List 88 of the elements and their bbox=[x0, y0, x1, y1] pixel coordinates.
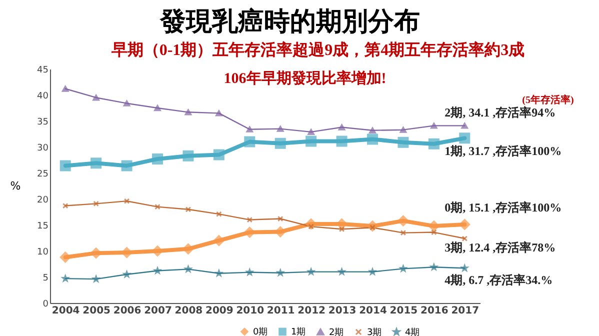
y-tick-label: 40 bbox=[37, 92, 49, 102]
y-tick-label: 5 bbox=[42, 274, 48, 284]
annotation: 2期, 34.1 ,存活率94% bbox=[444, 106, 556, 120]
x-tick-label: 2010 bbox=[236, 306, 264, 316]
annotation: 4期, 6.7 ,存活率34.% bbox=[444, 273, 553, 288]
x-tick-label: 2015 bbox=[390, 306, 418, 316]
point bbox=[62, 86, 69, 92]
y-axis-title: % bbox=[10, 180, 21, 192]
legend-label: 2期 bbox=[329, 326, 344, 336]
point bbox=[338, 268, 346, 275]
x-tick-label: 2011 bbox=[266, 306, 295, 316]
x-tick-label: 2017 bbox=[451, 306, 480, 316]
point bbox=[338, 124, 346, 130]
x-tick-label: 2005 bbox=[82, 306, 111, 316]
point bbox=[431, 229, 437, 236]
point bbox=[60, 160, 71, 172]
point bbox=[244, 226, 256, 238]
annotation: 1期, 31.7 ,存活率100% bbox=[444, 144, 562, 158]
point bbox=[459, 132, 470, 144]
point bbox=[277, 216, 284, 222]
point bbox=[367, 134, 378, 145]
point bbox=[123, 270, 130, 278]
point bbox=[428, 220, 440, 232]
point bbox=[244, 136, 256, 148]
point bbox=[213, 235, 224, 246]
y-tick-label: 0 bbox=[42, 300, 49, 310]
point bbox=[93, 200, 99, 207]
x-tick-label: 2012 bbox=[298, 306, 326, 316]
point bbox=[246, 216, 253, 223]
y-tick-label: 35 bbox=[37, 118, 48, 128]
point bbox=[306, 136, 317, 147]
legend-label: 3期 bbox=[367, 326, 382, 336]
point bbox=[216, 211, 222, 217]
point bbox=[400, 230, 406, 236]
point bbox=[430, 122, 438, 129]
point bbox=[246, 126, 254, 132]
point bbox=[215, 110, 222, 116]
point bbox=[90, 158, 102, 169]
legend-label: 4期 bbox=[405, 326, 420, 336]
point bbox=[154, 104, 161, 112]
point bbox=[152, 153, 163, 164]
point bbox=[369, 127, 376, 134]
chart-subtitle: 早期（0-1期）五年存活率超過9成，第4期五年存活率約3成 bbox=[110, 40, 525, 59]
x-tick-label: 2016 bbox=[420, 306, 448, 316]
point bbox=[338, 226, 345, 232]
point bbox=[213, 149, 224, 160]
point bbox=[182, 243, 194, 254]
point bbox=[121, 160, 132, 172]
point bbox=[461, 122, 468, 129]
point bbox=[276, 126, 284, 132]
annotation: 3期, 12.4 ,存活率78% bbox=[444, 240, 556, 255]
y-tick-label: 25 bbox=[37, 170, 48, 180]
chart-title: 發現乳癌時的期別分布 bbox=[159, 7, 420, 36]
point bbox=[398, 215, 409, 226]
point bbox=[459, 218, 470, 230]
x-tick-label: 2004 bbox=[52, 306, 80, 316]
y-tick-label: 20 bbox=[37, 196, 49, 206]
legend-label: 0期 bbox=[253, 326, 268, 336]
point bbox=[336, 136, 348, 147]
annotation: 0期, 15.1 ,存活率100% bbox=[444, 200, 562, 214]
point bbox=[152, 246, 163, 256]
point bbox=[121, 247, 132, 258]
point bbox=[274, 138, 286, 149]
x-tick-label: 2009 bbox=[206, 306, 234, 316]
point bbox=[185, 206, 192, 212]
point bbox=[308, 128, 315, 136]
annotation: 106年早期發現比率增加! bbox=[224, 69, 386, 87]
point bbox=[428, 138, 440, 150]
point bbox=[124, 198, 130, 204]
y-tick-label: 10 bbox=[37, 248, 49, 258]
x-tick-label: 2013 bbox=[328, 306, 356, 316]
x-tick-label: 2007 bbox=[144, 306, 172, 316]
point bbox=[184, 109, 192, 116]
point bbox=[154, 204, 160, 210]
point bbox=[182, 150, 194, 162]
y-tick-label: 45 bbox=[37, 66, 48, 76]
legend-label: 1期 bbox=[291, 326, 306, 336]
y-tick-label: 30 bbox=[37, 144, 49, 154]
x-tick-label: 2006 bbox=[113, 306, 142, 316]
y-tick-label: 15 bbox=[37, 222, 48, 232]
point bbox=[123, 100, 130, 106]
point bbox=[400, 126, 407, 133]
point bbox=[398, 136, 409, 148]
point bbox=[60, 252, 71, 263]
text: (5年存活率) bbox=[522, 94, 574, 106]
x-tick-label: 2008 bbox=[174, 306, 203, 316]
point bbox=[92, 94, 100, 101]
x-tick-label: 2014 bbox=[359, 306, 387, 316]
